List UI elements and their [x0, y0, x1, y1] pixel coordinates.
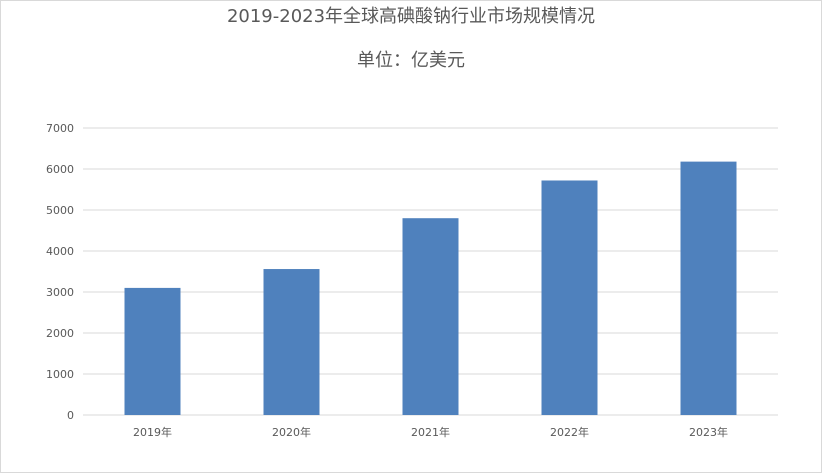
y-tick-label: 4000	[46, 245, 74, 258]
y-tick-label: 1000	[46, 368, 74, 381]
bars	[124, 161, 737, 415]
bar	[541, 180, 598, 415]
x-tick-label: 2023年	[689, 425, 728, 439]
bar	[680, 161, 737, 415]
y-tick-label: 6000	[46, 163, 74, 176]
x-tick-label: 2022年	[550, 425, 589, 439]
x-axis: 2019年 2020年 2021年 2022年 2023年	[133, 425, 728, 439]
bar	[402, 218, 459, 415]
y-tick-label: 0	[67, 409, 74, 422]
grid-layer	[83, 127, 778, 416]
bar	[124, 287, 181, 415]
x-tick-label: 2019年	[133, 425, 172, 439]
chart-title: 2019-2023年全球高碘酸钠行业市场规模情况	[226, 6, 596, 27]
y-tick-label: 2000	[46, 327, 74, 340]
chart-subtitle: 单位：亿美元	[357, 50, 465, 71]
y-axis: 0 1000 2000 3000 4000 5000 6000 7000	[46, 122, 74, 422]
x-tick-label: 2021年	[411, 425, 450, 439]
bar	[263, 269, 320, 415]
y-tick-label: 5000	[46, 204, 74, 217]
y-tick-label: 7000	[46, 122, 74, 135]
x-tick-label: 2020年	[272, 425, 311, 439]
y-tick-label: 3000	[46, 286, 74, 299]
